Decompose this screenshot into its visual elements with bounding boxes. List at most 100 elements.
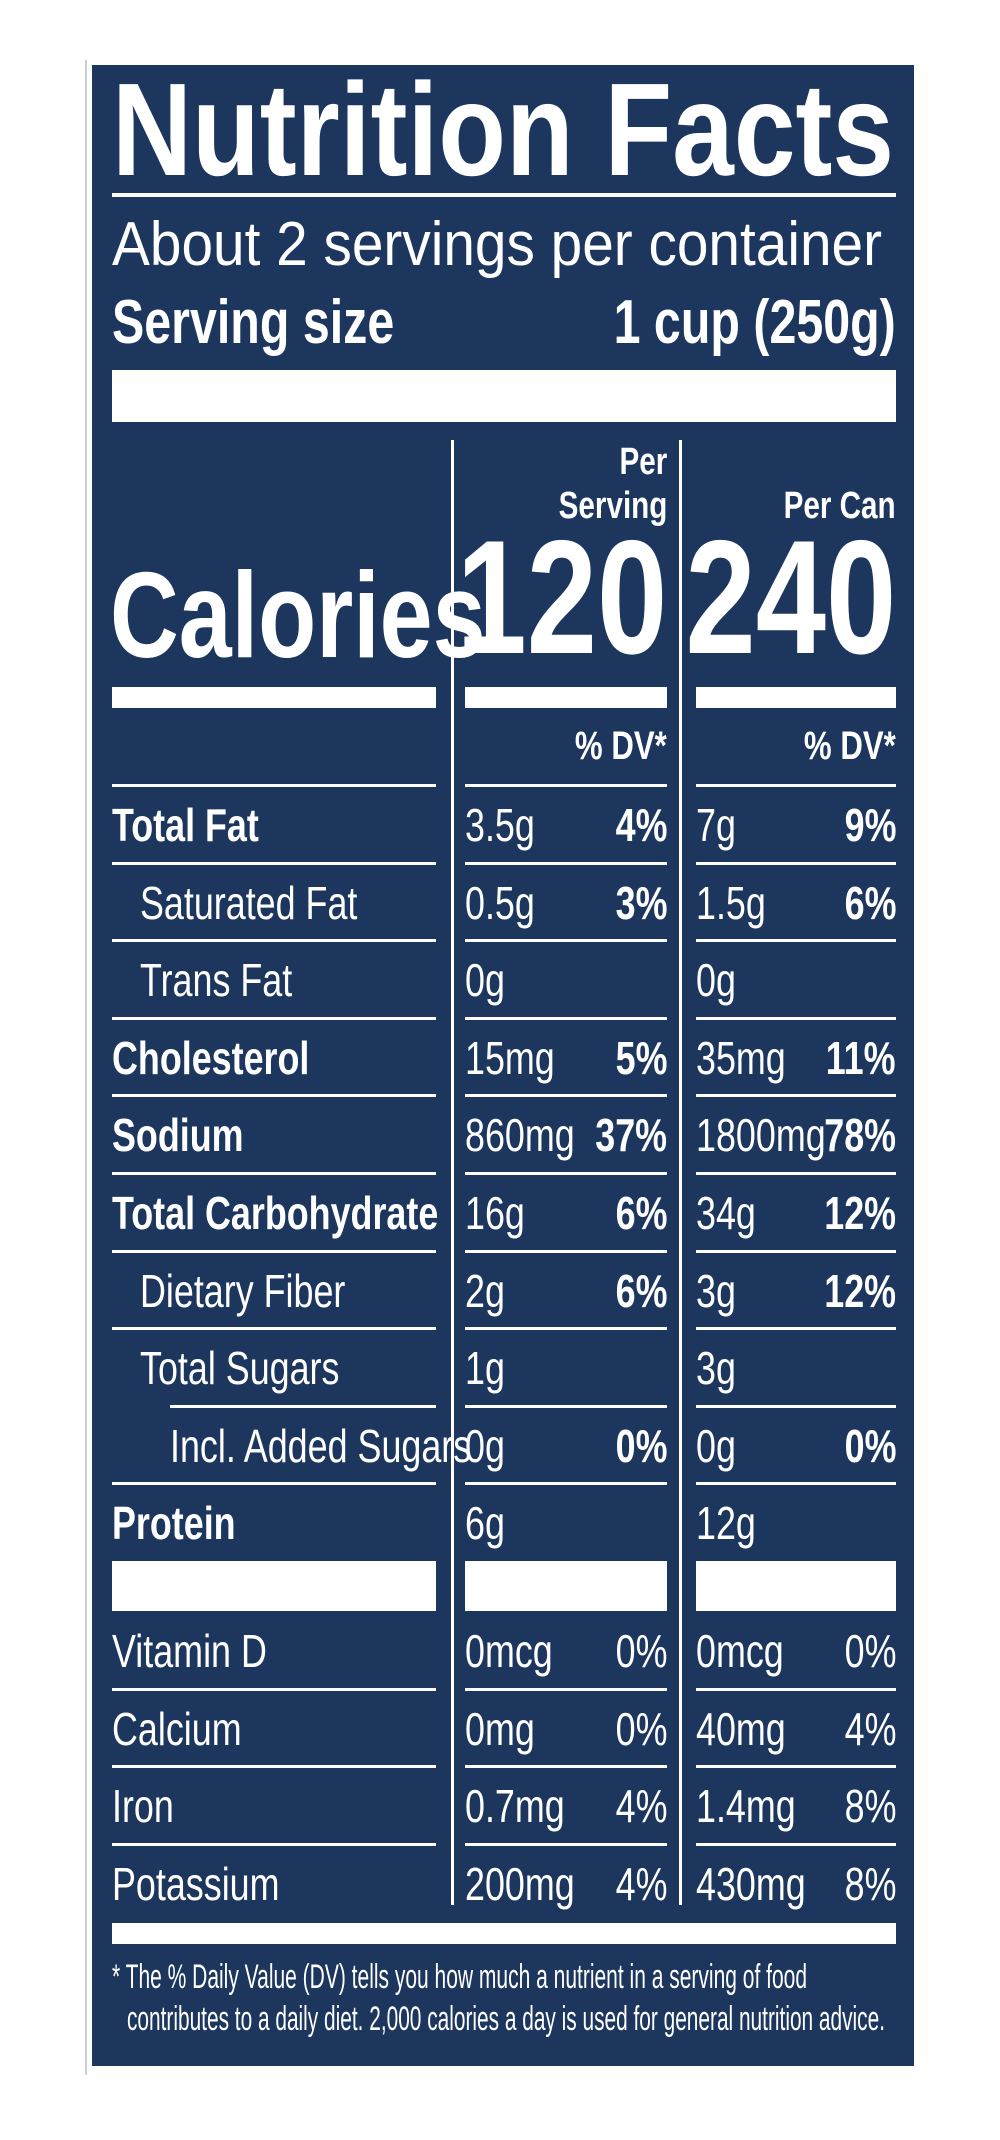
serving-dv-text: 4% bbox=[615, 799, 667, 851]
row-divider bbox=[465, 1404, 667, 1408]
nutrient-name-text: Total Carbohydrate bbox=[112, 1187, 439, 1239]
nutrient-name: Potassium bbox=[112, 1846, 327, 1922]
can-amount: 0g bbox=[696, 942, 747, 1018]
serving-amount-text: 0.5g bbox=[465, 876, 535, 929]
row-divider bbox=[465, 1249, 667, 1253]
row-divider bbox=[112, 1094, 436, 1098]
can-dv: 8% bbox=[830, 1846, 896, 1922]
can-dv: 12% bbox=[804, 1175, 896, 1251]
nutrient-name-text: Total Sugars bbox=[140, 1342, 340, 1395]
can-dv: 8% bbox=[830, 1768, 896, 1844]
can-amount-text: 1.4mg bbox=[696, 1780, 796, 1833]
can-amount-text: 40mg bbox=[696, 1702, 786, 1755]
row-divider bbox=[696, 1687, 896, 1691]
dv-header-serving: % DV* bbox=[575, 724, 667, 768]
nutrient-name-text: Vitamin D bbox=[112, 1625, 267, 1677]
serving-amount-text: 6g bbox=[465, 1497, 505, 1550]
serving-amount: 15mg bbox=[465, 1020, 580, 1096]
row-divider bbox=[696, 1842, 896, 1846]
vitamin-bar-1 bbox=[112, 1561, 436, 1611]
can-amount: 430mg bbox=[696, 1846, 837, 1922]
calories-label: Calories bbox=[110, 547, 486, 683]
serving-amount: 860mg bbox=[465, 1097, 606, 1173]
nutrient-name-text: Potassium bbox=[112, 1857, 280, 1910]
row-divider bbox=[465, 1765, 667, 1769]
nutrient-name-text: Saturated Fat bbox=[140, 876, 358, 929]
row-divider bbox=[696, 1249, 896, 1253]
serving-dv: 3% bbox=[601, 865, 667, 941]
nutrient-name: Trans Fat bbox=[140, 942, 335, 1018]
row-divider bbox=[696, 1094, 896, 1098]
row-divider bbox=[112, 1016, 436, 1020]
calories-bar-2 bbox=[465, 687, 667, 708]
row-divider bbox=[112, 1765, 436, 1769]
row-divider bbox=[696, 784, 896, 787]
serving-size-value: 1 cup (250g) bbox=[613, 288, 896, 357]
row-divider bbox=[696, 1404, 896, 1408]
serving-amount-text: 1g bbox=[465, 1342, 505, 1395]
footnote-line-1: * The % Daily Value (DV) tells you how m… bbox=[112, 1958, 808, 1996]
serving-amount-text: 16g bbox=[465, 1187, 525, 1239]
nutrient-name-text: Calcium bbox=[112, 1702, 242, 1755]
nutrient-name-text: Trans Fat bbox=[140, 954, 293, 1007]
row-divider bbox=[112, 1249, 436, 1253]
can-amount: 1.5g bbox=[696, 865, 786, 941]
serving-amount: 0mcg bbox=[465, 1613, 577, 1689]
serving-dv: 5% bbox=[601, 1020, 667, 1096]
row-divider bbox=[696, 861, 896, 865]
row-divider bbox=[465, 939, 667, 943]
row-divider bbox=[696, 1327, 896, 1331]
footnote-bar bbox=[112, 1923, 896, 1944]
can-amount-text: 430mg bbox=[696, 1857, 806, 1910]
vitamin-bar-2 bbox=[465, 1561, 667, 1611]
serving-dv-text: 0% bbox=[615, 1625, 667, 1677]
serving-dv-text: 0% bbox=[615, 1702, 667, 1755]
can-dv-text: 4% bbox=[844, 1702, 896, 1755]
nutrient-name: Incl. Added Sugars bbox=[170, 1408, 556, 1484]
serving-dv-text: 37% bbox=[595, 1109, 667, 1162]
nutrient-name-text: Dietary Fiber bbox=[140, 1264, 346, 1317]
serving-amount-text: 0g bbox=[465, 954, 505, 1007]
can-amount: 35mg bbox=[696, 1020, 811, 1096]
row-divider bbox=[465, 1482, 667, 1486]
page-edge-line bbox=[85, 60, 87, 2075]
can-amount-text: 3g bbox=[696, 1264, 736, 1317]
can-amount: 7g bbox=[696, 787, 747, 863]
can-dv: 0% bbox=[830, 1613, 896, 1689]
can-amount: 34g bbox=[696, 1175, 773, 1251]
nutrient-name-text: Total Fat bbox=[112, 799, 259, 851]
row-divider bbox=[465, 861, 667, 865]
serving-amount-text: 200mg bbox=[465, 1857, 575, 1910]
can-amount-text: 0g bbox=[696, 954, 736, 1007]
serving-dv: 6% bbox=[601, 1253, 667, 1329]
vitamin-bar-3 bbox=[696, 1561, 896, 1611]
can-dv-text: 9% bbox=[844, 799, 896, 851]
serving-amount: 2g bbox=[465, 1253, 516, 1329]
can-amount-text: 1.5g bbox=[696, 876, 766, 929]
serving-amount-text: 0g bbox=[465, 1419, 505, 1472]
can-dv: 12% bbox=[804, 1253, 896, 1329]
serving-amount: 0.7mg bbox=[465, 1768, 593, 1844]
nutrient-name: Calcium bbox=[112, 1691, 278, 1767]
nutrient-name: Total Fat bbox=[112, 787, 300, 863]
per-can-header: Per Can bbox=[783, 485, 896, 527]
row-divider bbox=[112, 1482, 436, 1486]
serving-amount: 1g bbox=[465, 1330, 516, 1406]
serving-dv: 4% bbox=[601, 1846, 667, 1922]
nutrient-name: Protein bbox=[112, 1485, 270, 1561]
can-dv: 9% bbox=[830, 787, 896, 863]
row-divider bbox=[465, 1687, 667, 1691]
nutrient-name: Saturated Fat bbox=[140, 865, 419, 941]
can-dv-text: 8% bbox=[844, 1857, 896, 1910]
serving-amount: 200mg bbox=[465, 1846, 606, 1922]
serving-dv: 6% bbox=[601, 1175, 667, 1251]
serving-amount-text: 0.7mg bbox=[465, 1780, 565, 1833]
row-divider bbox=[696, 1765, 896, 1769]
per-serving-header-line2: Serving bbox=[558, 485, 667, 527]
can-amount-text: 0g bbox=[696, 1419, 736, 1472]
row-divider bbox=[112, 1842, 436, 1846]
row-divider bbox=[696, 1482, 896, 1486]
row-divider bbox=[112, 861, 436, 865]
can-dv-text: 0% bbox=[844, 1625, 896, 1677]
calories-per-serving: 120 bbox=[456, 507, 667, 688]
